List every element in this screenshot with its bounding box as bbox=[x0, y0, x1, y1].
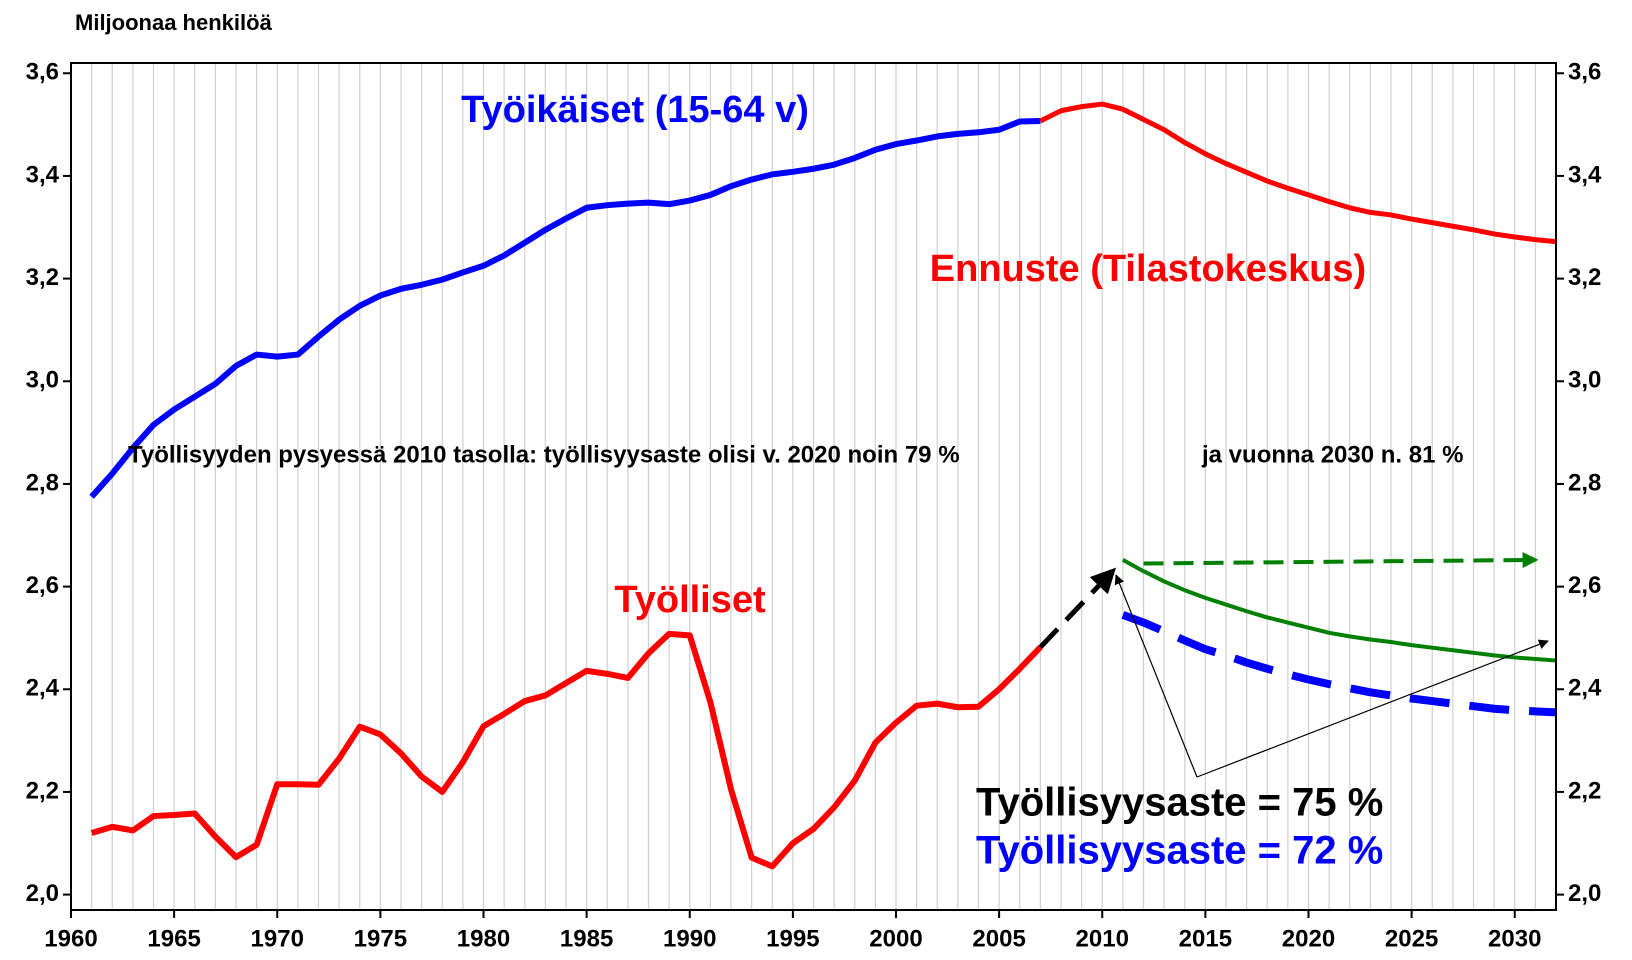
y2-tick-label: 3,2 bbox=[1568, 264, 1601, 291]
y-axis-label: Miljoonaa henkilöä bbox=[75, 10, 273, 35]
x-tick-label: 2010 bbox=[1076, 925, 1129, 952]
x-tick-label: 2030 bbox=[1488, 925, 1541, 952]
x-tick-label: 2000 bbox=[869, 925, 922, 952]
series-line bbox=[90, 630, 1043, 870]
x-tick-label: 1965 bbox=[147, 925, 200, 952]
series-label: Työllisyysaste = 75 % bbox=[976, 781, 1383, 825]
x-tick-label: 1995 bbox=[766, 925, 819, 952]
series-label: Työllisyysaste = 72 % bbox=[976, 829, 1383, 873]
x-tick-label: 2005 bbox=[972, 925, 1025, 952]
y2-tick-label: 2,2 bbox=[1568, 777, 1601, 804]
annotation: Työllisyyden pysyessä 2010 tasolla: työl… bbox=[128, 441, 960, 468]
y-tick-label: 3,4 bbox=[26, 161, 60, 188]
y2-tick-label: 3,4 bbox=[1568, 161, 1602, 188]
x-tick-label: 2020 bbox=[1282, 925, 1335, 952]
x-tick-label: 1985 bbox=[560, 925, 613, 952]
pointer-line bbox=[1196, 639, 1549, 778]
y-tick-label: 2,8 bbox=[26, 469, 59, 496]
pointer-line bbox=[1114, 574, 1198, 778]
series-line bbox=[89, 118, 1041, 499]
series-line bbox=[1121, 611, 1557, 717]
y2-tick-label: 3,0 bbox=[1568, 367, 1601, 394]
y2-tick-label: 2,6 bbox=[1568, 572, 1601, 599]
x-tick-label: 1990 bbox=[663, 925, 716, 952]
y-tick-label: 3,0 bbox=[26, 367, 59, 394]
y-tick-label: 2,0 bbox=[26, 880, 59, 907]
series-line bbox=[1143, 552, 1539, 569]
annotation: ja vuonna 2030 n. 81 % bbox=[1201, 441, 1463, 468]
y2-tick-label: 2,4 bbox=[1568, 675, 1602, 702]
grid bbox=[70, 63, 1536, 910]
y-tick-label: 3,6 bbox=[26, 59, 59, 86]
series-line bbox=[1038, 567, 1117, 649]
y-tick-label: 2,6 bbox=[26, 572, 59, 599]
y-tick-label: 2,2 bbox=[26, 777, 59, 804]
series-label: Työikäiset (15-64 v) bbox=[461, 89, 809, 131]
x-tick-label: 2025 bbox=[1385, 925, 1438, 952]
x-tick-label: 1960 bbox=[44, 925, 97, 952]
series-label: Työlliset bbox=[614, 579, 766, 621]
x-tick-label: 1975 bbox=[354, 925, 407, 952]
x-tick-label: 1980 bbox=[457, 925, 510, 952]
x-tick-label: 2015 bbox=[1179, 925, 1232, 952]
series-line bbox=[1039, 101, 1557, 245]
y2-tick-label: 2,0 bbox=[1568, 880, 1601, 907]
y-tick-label: 2,4 bbox=[26, 675, 60, 702]
plot-frame bbox=[70, 62, 1557, 911]
y2-tick-label: 2,8 bbox=[1568, 469, 1601, 496]
series-line bbox=[1121, 558, 1557, 663]
y-tick-label: 3,2 bbox=[26, 264, 59, 291]
series-label: Ennuste (Tilastokeskus) bbox=[930, 248, 1366, 290]
y2-tick-label: 3,6 bbox=[1568, 59, 1601, 86]
x-tick-label: 1970 bbox=[251, 925, 304, 952]
marks bbox=[89, 101, 1557, 870]
